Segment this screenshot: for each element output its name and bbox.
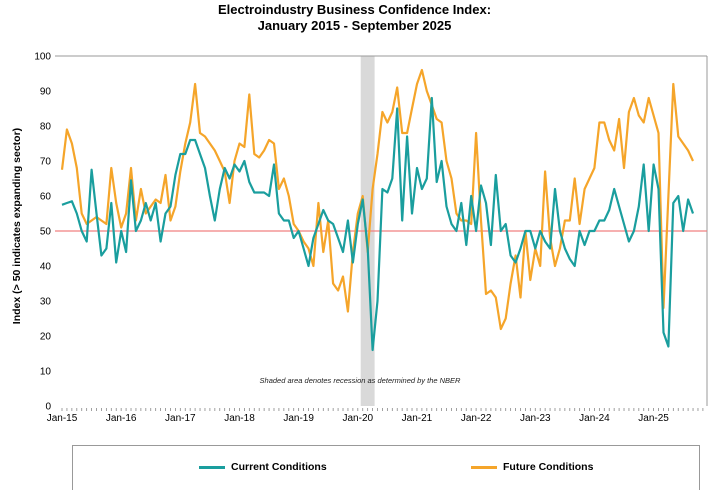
y-tick-label: 30 xyxy=(40,297,52,308)
y-tick-label: 70 xyxy=(40,157,52,168)
legend-label-future: Future Conditions xyxy=(503,461,594,473)
legend-current: Current Conditions xyxy=(199,461,327,473)
x-tick-label: Jan-16 xyxy=(106,413,137,424)
recession-annotation: Shaded area denotes recession as determi… xyxy=(260,376,462,385)
x-tick-label: Jan-22 xyxy=(461,413,492,424)
y-tick-label: 50 xyxy=(40,227,52,238)
y-tick-label: 60 xyxy=(40,192,52,203)
legend-future: Future Conditions xyxy=(471,461,593,473)
x-tick-label: Jan-19 xyxy=(283,413,314,424)
x-tick-label: Jan-17 xyxy=(165,413,196,424)
legend-label-current: Current Conditions xyxy=(231,461,327,473)
series-line-current-conditions xyxy=(61,96,695,352)
y-tick-label: 90 xyxy=(40,87,52,98)
x-tick-label: Jan-18 xyxy=(224,413,255,424)
chart-title: Electroindustry Business Confidence Inde… xyxy=(0,2,709,34)
y-tick-label: 100 xyxy=(34,52,51,63)
x-tick-label: Jan-25 xyxy=(638,413,669,424)
legend: Current Conditions Future Conditions xyxy=(72,445,700,490)
y-tick-label: 10 xyxy=(40,367,52,378)
y-tick-label: 80 xyxy=(40,122,52,133)
x-tick-label: Jan-24 xyxy=(579,413,610,424)
x-tick-label: Jan-15 xyxy=(47,413,78,424)
series-line-future-conditions xyxy=(60,68,694,331)
chart-title-line-2: January 2015 - September 2025 xyxy=(257,18,452,33)
legend-swatch-future xyxy=(471,465,497,469)
y-tick-label: 40 xyxy=(40,262,52,273)
x-tick-label: Jan-21 xyxy=(402,413,433,424)
chart-title-line-1: Electroindustry Business Confidence Inde… xyxy=(217,2,492,17)
y-tick-label: 20 xyxy=(40,332,52,343)
legend-swatch-current xyxy=(199,465,225,469)
x-tick-label: Jan-23 xyxy=(520,413,551,424)
y-tick-label: 0 xyxy=(45,402,51,413)
x-tick-label: Jan-20 xyxy=(343,413,374,424)
